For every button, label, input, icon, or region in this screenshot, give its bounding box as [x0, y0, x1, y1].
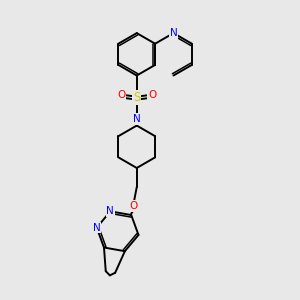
Text: N: N: [93, 223, 100, 232]
Text: N: N: [133, 114, 141, 124]
Text: N: N: [169, 28, 177, 38]
Text: O: O: [148, 90, 156, 100]
Text: N: N: [106, 206, 114, 216]
Text: S: S: [133, 91, 140, 104]
Text: O: O: [117, 90, 126, 100]
Text: O: O: [130, 201, 138, 211]
